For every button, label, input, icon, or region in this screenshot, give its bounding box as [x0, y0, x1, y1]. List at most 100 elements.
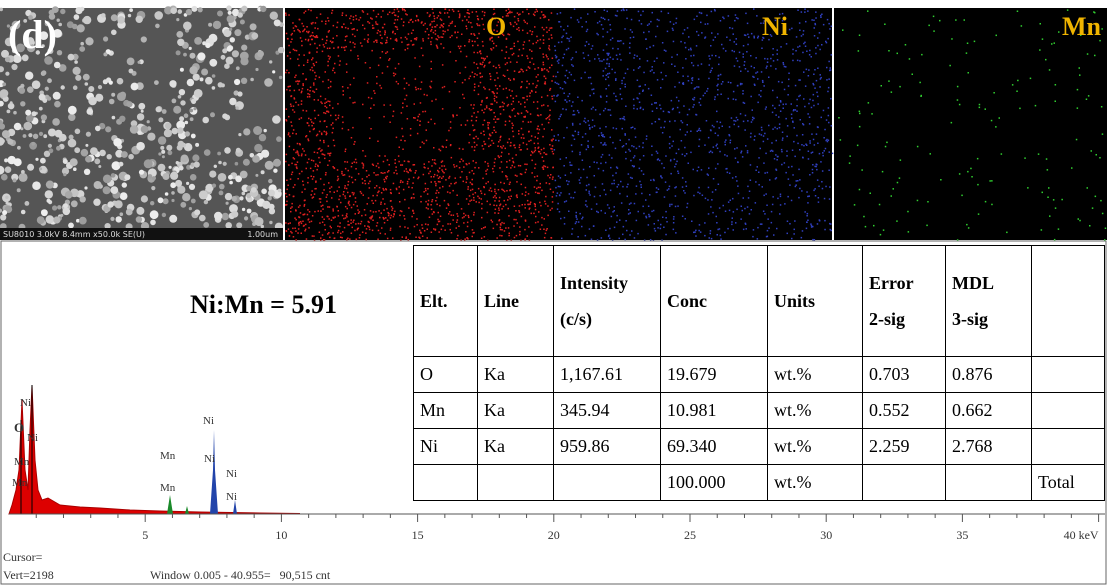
map-dot [478, 85, 480, 87]
map-dot [383, 161, 385, 163]
map-dot [639, 159, 641, 161]
map-dot [498, 118, 500, 120]
map-dot [314, 211, 316, 213]
map-dot [547, 95, 549, 97]
peak-label: Ni [203, 415, 214, 427]
map-dot [355, 159, 357, 161]
map-dot [550, 174, 552, 176]
map-dot [526, 164, 528, 166]
map-dot [565, 109, 567, 111]
map-dot [555, 76, 557, 78]
map-dot [809, 50, 811, 52]
map-dot [1017, 80, 1019, 82]
map-dot [811, 226, 813, 228]
map-dot [691, 221, 693, 223]
map-dot [589, 95, 591, 97]
map-dot [450, 23, 452, 25]
map-dot [828, 122, 830, 124]
map-dot [625, 73, 627, 75]
map-dot [676, 153, 678, 155]
map-dot [776, 228, 778, 230]
map-dot [358, 58, 360, 60]
map-dot [530, 203, 532, 205]
map-dot [592, 146, 594, 148]
particle [39, 107, 43, 111]
map-dot [754, 67, 756, 69]
map-dot [1101, 106, 1103, 108]
particle [224, 147, 231, 154]
map-dot [333, 47, 335, 49]
map-dot [481, 64, 483, 65]
map-dot [641, 193, 643, 195]
map-dot [302, 148, 304, 150]
particle [242, 208, 245, 211]
map-dot [779, 105, 781, 107]
map-dot [554, 149, 556, 151]
table-cell: 10.981 [661, 393, 768, 429]
map-dot [730, 82, 732, 84]
map-dot [360, 42, 362, 44]
map-dot [328, 55, 330, 57]
map-dot [849, 155, 851, 157]
map-dot [420, 201, 422, 203]
map-dot [316, 47, 318, 49]
map-dot [735, 222, 737, 224]
map-dot [704, 222, 706, 224]
map-dot [711, 238, 713, 240]
map-dot [390, 229, 392, 231]
table-cell [1032, 393, 1105, 429]
map-dot [625, 220, 627, 222]
map-dot [751, 121, 753, 123]
map-dot [377, 141, 379, 143]
map-dot [639, 93, 641, 95]
map-dot [552, 196, 554, 198]
map-dot [636, 220, 638, 222]
map-dot [477, 138, 479, 140]
table-row: 100.000wt.%Total [414, 465, 1105, 501]
map-dot [375, 200, 377, 202]
map-dot [495, 85, 497, 87]
map-dot [605, 108, 607, 110]
map-dot [385, 233, 387, 235]
map-dot [427, 168, 429, 170]
map-dot [626, 230, 628, 232]
map-dot [518, 165, 520, 167]
particle [259, 134, 266, 141]
map-dot [989, 180, 991, 182]
map-dot [349, 238, 351, 240]
map-dot [777, 53, 779, 55]
map-dot [285, 222, 287, 224]
map-dot [286, 70, 288, 72]
map-dot [814, 239, 816, 241]
map-dot [542, 69, 544, 71]
map-dot [324, 158, 326, 160]
map-dot [544, 128, 546, 130]
map-dot [926, 225, 928, 227]
map-dot [675, 195, 677, 197]
map-dot [493, 66, 495, 68]
particle [56, 146, 61, 151]
map-dot [743, 197, 745, 199]
map-dot [628, 139, 630, 141]
map-dot [379, 187, 381, 189]
map-dot [781, 149, 783, 151]
map-dot [566, 49, 568, 51]
map-dot [979, 107, 981, 109]
map-dot [806, 215, 808, 217]
map-dot [507, 13, 509, 15]
particle [218, 173, 227, 182]
map-dot [520, 87, 522, 89]
map-dot [745, 115, 747, 117]
map-dot [657, 79, 659, 81]
map-dot [321, 21, 323, 23]
particle [241, 45, 247, 51]
map-dot [616, 55, 618, 57]
map-dot [408, 161, 410, 163]
map-dot [779, 213, 781, 215]
map-dot [436, 197, 438, 199]
map-dot [763, 211, 765, 213]
map-dot [289, 146, 291, 148]
map-dot [539, 202, 541, 204]
particle [126, 209, 133, 216]
map-dot [353, 204, 355, 206]
